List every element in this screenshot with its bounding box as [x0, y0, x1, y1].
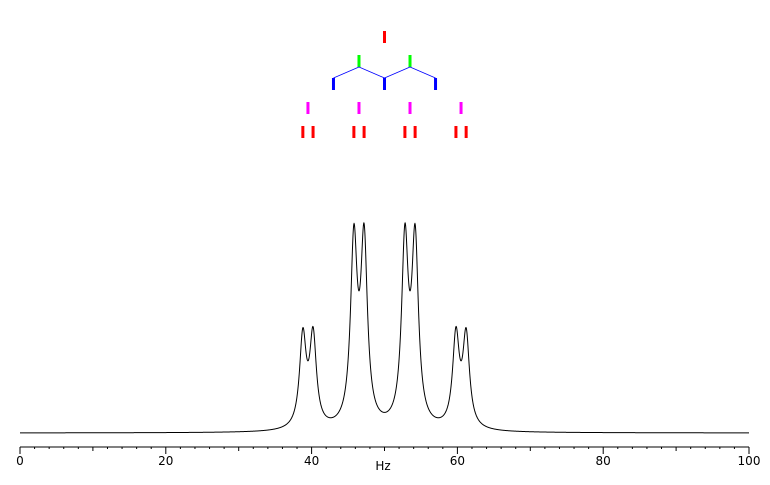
tree-bar — [408, 102, 412, 114]
x-axis-title: Hz — [375, 459, 390, 473]
tree-bar — [352, 126, 356, 138]
tree-connector — [358, 66, 385, 79]
tree-bar — [301, 126, 305, 138]
tree-bar — [464, 126, 468, 138]
tree-bar — [306, 102, 310, 114]
tree-bar — [454, 126, 458, 138]
tree-bar — [331, 78, 335, 90]
tree-bar — [459, 102, 463, 114]
tree-bar — [413, 126, 417, 138]
x-tick-label: 40 — [304, 454, 319, 468]
splitting-tree — [301, 31, 468, 138]
tree-bar — [311, 126, 315, 138]
x-tick-label: 80 — [596, 454, 611, 468]
tree-connector — [409, 66, 436, 79]
tree-bar — [434, 78, 438, 90]
x-tick-label: 20 — [158, 454, 173, 468]
tree-bar — [362, 126, 366, 138]
tree-bar — [357, 102, 361, 114]
tree-bar — [357, 55, 361, 67]
tree-bar — [403, 126, 407, 138]
tree-bar — [383, 31, 386, 43]
tree-bar — [408, 55, 412, 67]
x-tick-label: 100 — [738, 454, 761, 468]
x-axis: 0 20 40 60 80 100 — [16, 446, 761, 468]
tree-connector — [384, 66, 411, 79]
x-tick-label: 0 — [16, 454, 24, 468]
spectrum-line — [20, 221, 749, 434]
tree-connector — [333, 66, 360, 79]
x-tick-label: 60 — [450, 454, 465, 468]
tree-bar — [383, 78, 386, 90]
